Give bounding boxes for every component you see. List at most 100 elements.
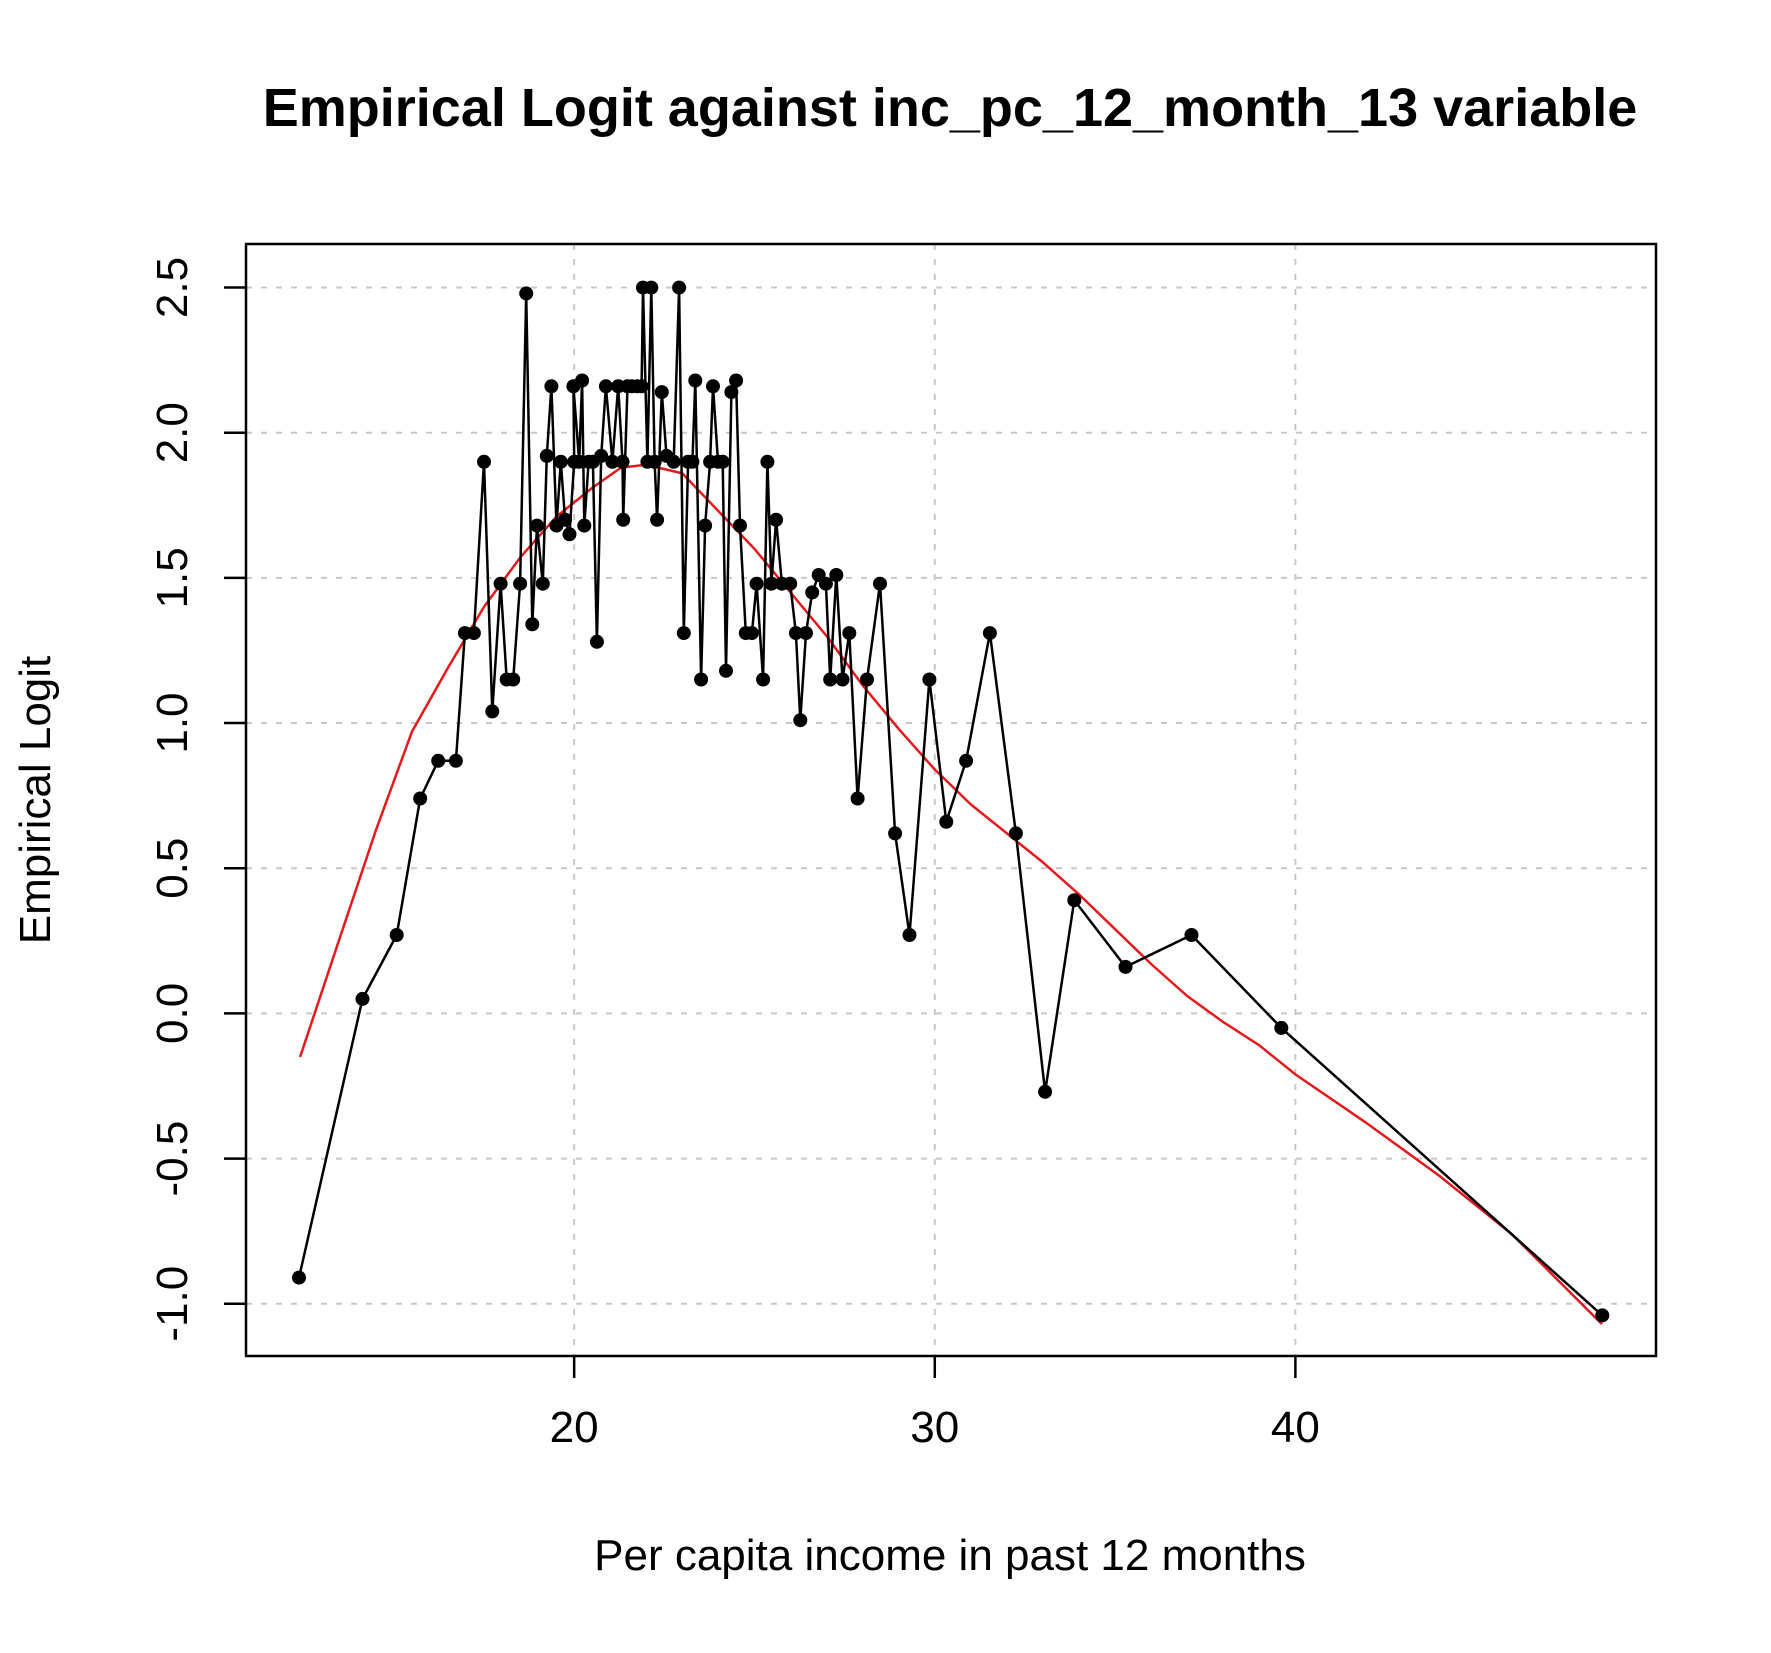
x-axis: 20 30 40 — [550, 1356, 1320, 1452]
x-tick-label-40: 40 — [1271, 1403, 1320, 1452]
data-point-98 — [1274, 1020, 1289, 1035]
y-tick-label-0.0: 0.0 — [148, 983, 197, 1044]
data-point-77 — [805, 585, 820, 600]
data-point-19 — [544, 379, 559, 394]
data-point-0 — [292, 1270, 306, 1285]
data-point-18 — [539, 448, 554, 463]
data-point-64 — [733, 518, 747, 533]
data-point-62 — [724, 385, 739, 400]
data-point-90 — [939, 814, 954, 829]
data-point-49 — [666, 454, 681, 469]
y-tick-label--1.0: -1.0 — [148, 1266, 197, 1342]
data-point-8 — [477, 454, 491, 469]
y-tick-label-0.5: 0.5 — [148, 838, 197, 899]
x-tick-label-20: 20 — [550, 1403, 599, 1452]
data-point-2 — [389, 928, 404, 942]
data-point-10 — [493, 576, 508, 591]
data-point-76 — [799, 626, 813, 641]
x-tick-label-30: 30 — [910, 1403, 959, 1452]
data-point-33 — [598, 379, 613, 394]
data-point-31 — [589, 634, 604, 649]
data-point-50 — [672, 280, 687, 295]
y-axis-label: Empirical Logit — [11, 656, 60, 945]
data-point-16 — [530, 518, 544, 533]
y-tick-label-1.0: 1.0 — [148, 692, 197, 753]
data-point-45 — [647, 454, 662, 469]
data-point-14 — [519, 286, 534, 301]
data-point-17 — [535, 576, 550, 591]
x-axis-label: Per capita income in past 12 months — [594, 1531, 1306, 1580]
y-tick-label-1.5: 1.5 — [148, 547, 197, 608]
data-point-79 — [818, 576, 833, 591]
data-point-88 — [902, 928, 917, 942]
data-point-23 — [562, 527, 577, 542]
data-point-82 — [835, 672, 850, 687]
data-point-44 — [644, 280, 659, 295]
data-point-56 — [698, 518, 713, 533]
data-point-92 — [982, 626, 997, 641]
data-point-68 — [756, 672, 771, 687]
data-point-83 — [842, 626, 857, 641]
empirical-logit-line — [297, 286, 1604, 1317]
data-point-96 — [1118, 959, 1133, 974]
data-point-85 — [860, 672, 874, 687]
y-tick-label-2.5: 2.5 — [148, 257, 197, 318]
data-point-3 — [413, 791, 428, 806]
data-point-74 — [788, 626, 803, 641]
y-tick-label--0.5: -0.5 — [148, 1121, 197, 1197]
data-point-46 — [650, 512, 665, 527]
data-point-36 — [615, 454, 630, 469]
data-point-15 — [525, 617, 540, 632]
data-point-63 — [729, 373, 744, 388]
data-point-67 — [749, 576, 764, 591]
data-point-53 — [685, 454, 700, 469]
data-point-70 — [764, 576, 779, 591]
data-point-5 — [448, 753, 463, 768]
data-point-89 — [922, 672, 937, 687]
data-point-7 — [466, 626, 481, 641]
data-point-84 — [850, 791, 865, 806]
data-point-91 — [959, 753, 974, 768]
data-point-95 — [1067, 893, 1082, 908]
data-point-1 — [355, 991, 370, 1006]
data-point-94 — [1038, 1084, 1053, 1099]
data-point-75 — [793, 713, 808, 728]
data-point-22 — [558, 512, 573, 527]
data-point-32 — [594, 448, 609, 463]
data-point-41 — [634, 379, 649, 394]
smooth-curve-series — [298, 463, 1603, 1325]
data-point-4 — [431, 753, 446, 768]
data-point-97 — [1184, 928, 1199, 942]
data-point-54 — [688, 373, 703, 388]
chart-title: Empirical Logit against inc_pc_12_month_… — [263, 78, 1638, 138]
gridlines — [246, 244, 1656, 1356]
data-point-99 — [1595, 1308, 1610, 1323]
data-point-66 — [744, 626, 759, 641]
empirical-logit-series — [292, 280, 1610, 1323]
data-point-55 — [694, 672, 709, 687]
data-point-80 — [823, 672, 838, 687]
data-point-27 — [575, 373, 590, 388]
data-point-9 — [485, 704, 500, 719]
smooth-curve-line — [298, 463, 1603, 1325]
data-point-28 — [577, 518, 592, 533]
data-point-86 — [873, 576, 887, 591]
data-point-51 — [676, 626, 691, 641]
data-point-93 — [1008, 826, 1023, 841]
data-point-87 — [888, 826, 903, 841]
y-tick-label-2.0: 2.0 — [148, 402, 197, 463]
data-point-60 — [715, 454, 730, 469]
data-point-21 — [553, 454, 568, 469]
y-axis: -1.0 -0.5 0.0 0.5 1.0 1.5 2.0 2.5 — [148, 257, 246, 1342]
plot-frame — [244, 242, 1658, 1358]
data-point-58 — [706, 379, 720, 394]
data-point-13 — [513, 576, 528, 591]
data-point-81 — [829, 568, 844, 582]
data-point-12 — [506, 672, 521, 687]
data-point-37 — [616, 512, 631, 527]
data-point-34 — [605, 454, 620, 469]
data-point-71 — [769, 512, 784, 527]
data-point-47 — [654, 385, 669, 400]
